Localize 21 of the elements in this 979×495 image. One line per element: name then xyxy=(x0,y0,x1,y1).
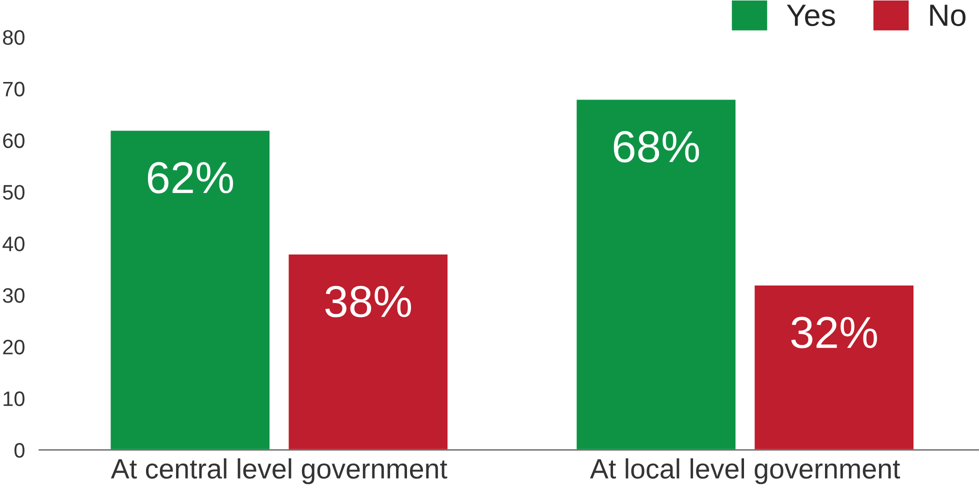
legend-label: No xyxy=(930,4,966,26)
y-tick-label: 50 xyxy=(2,184,24,200)
legend-label: Yes xyxy=(786,4,835,26)
y-tick-label: 60 xyxy=(3,133,24,148)
y-tick-label: 30 xyxy=(2,288,24,303)
data-label: 38% xyxy=(325,286,412,318)
y-tick-label: 20 xyxy=(3,340,24,354)
x-tick-label: At local level government xyxy=(590,458,900,484)
y-tick-label: 0 xyxy=(14,442,24,458)
y-tick-label: 80 xyxy=(3,30,24,45)
bar xyxy=(753,284,915,450)
x-tick-label: At central level government xyxy=(110,458,448,484)
data-label: 62% xyxy=(148,162,234,194)
bar xyxy=(575,98,737,450)
y-tick-label: 70 xyxy=(3,82,24,96)
bar xyxy=(287,253,449,450)
y-tick-label: 40 xyxy=(2,236,24,252)
y-tick-label: 10 xyxy=(4,391,24,406)
data-label: 68% xyxy=(614,131,699,162)
bar xyxy=(109,129,271,450)
data-label: 32% xyxy=(791,316,877,348)
